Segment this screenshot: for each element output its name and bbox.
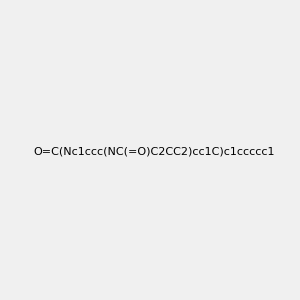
Text: O=C(Nc1ccc(NC(=O)C2CC2)cc1C)c1ccccc1: O=C(Nc1ccc(NC(=O)C2CC2)cc1C)c1ccccc1 xyxy=(33,146,274,157)
